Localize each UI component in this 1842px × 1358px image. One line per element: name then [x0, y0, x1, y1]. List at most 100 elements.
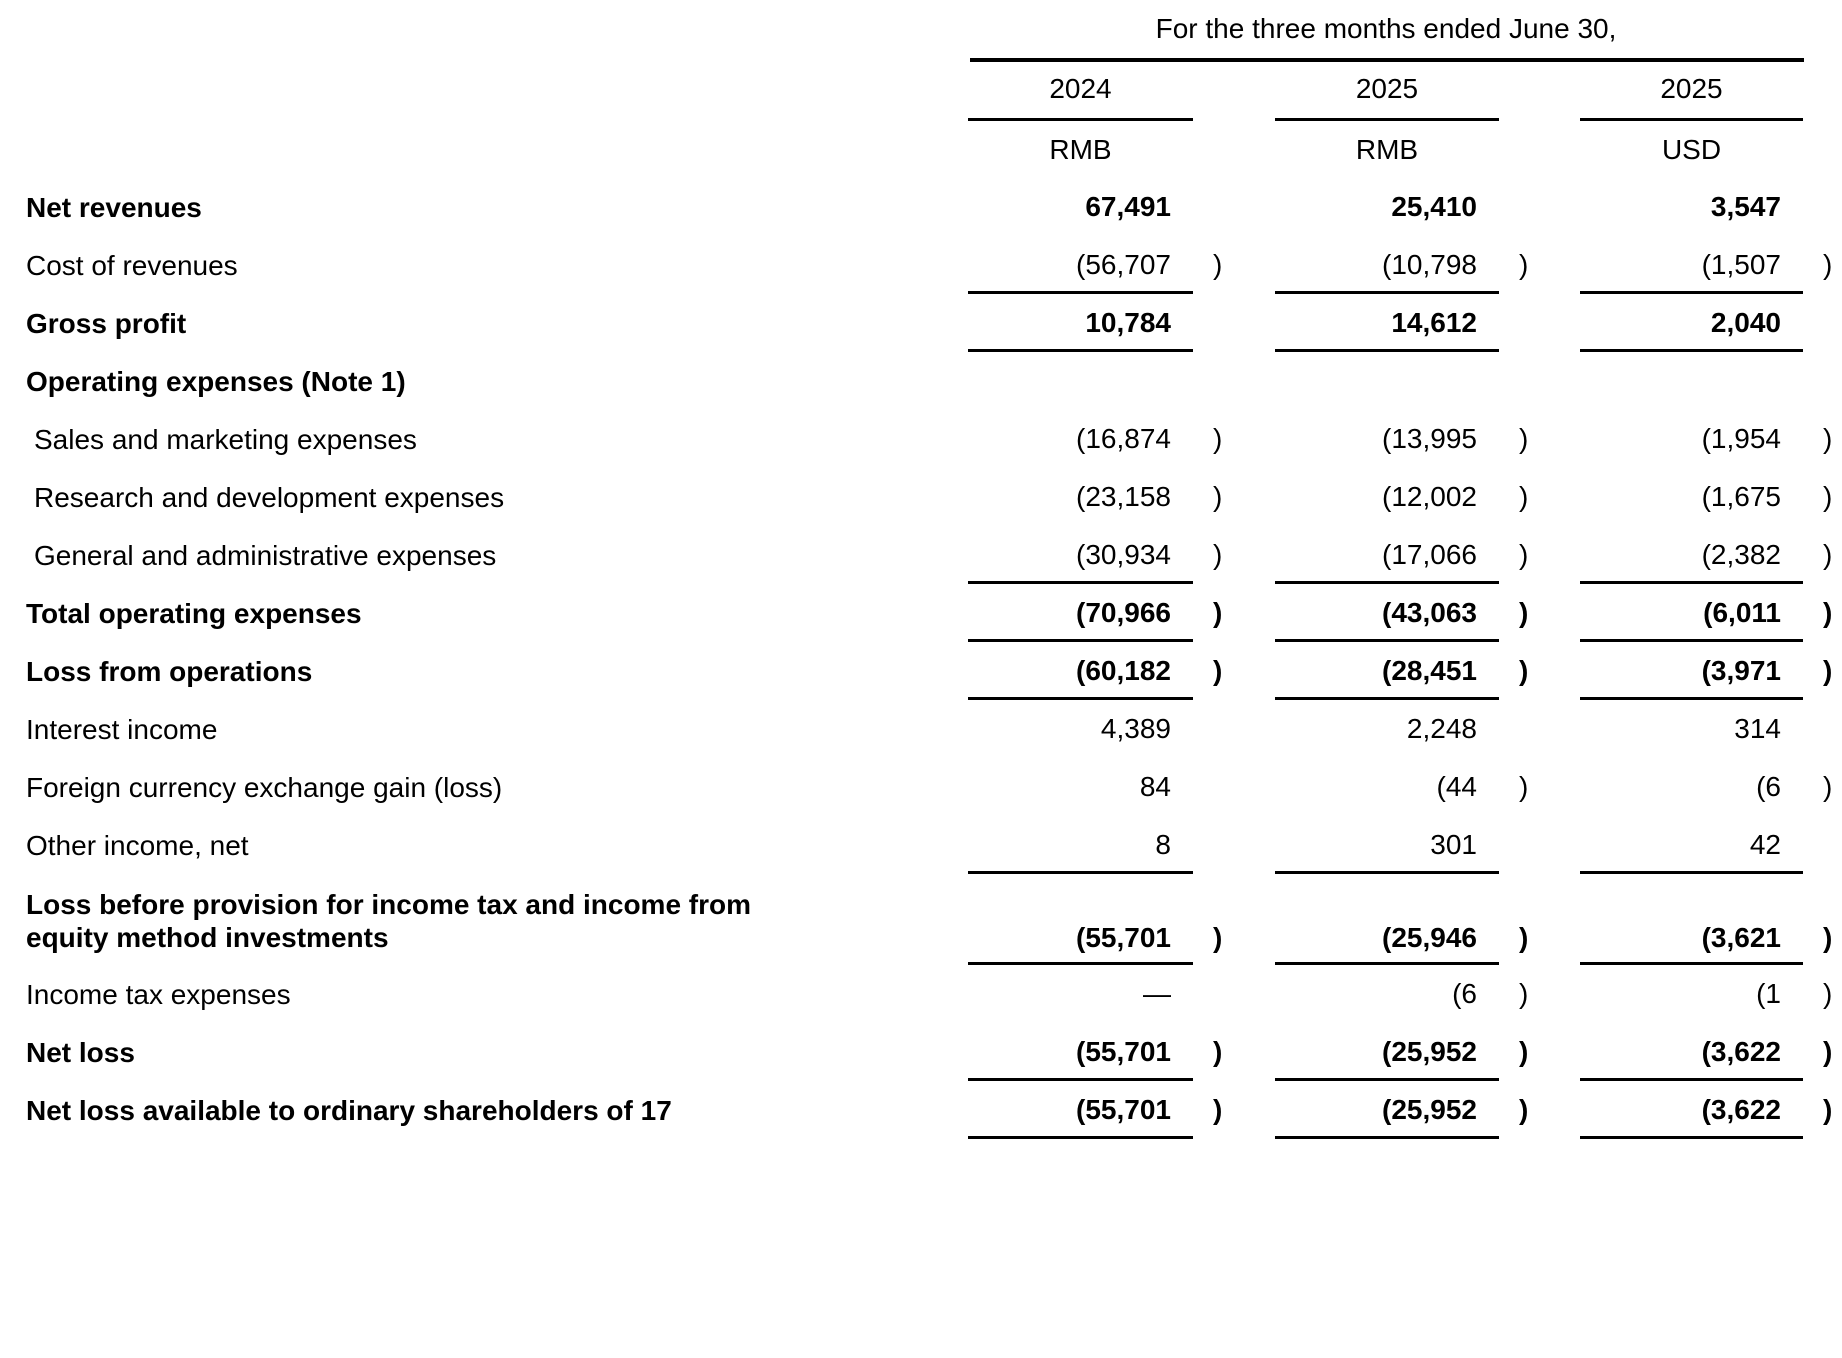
- paren-2025-usd: ): [1823, 655, 1833, 686]
- rule-col3: [1580, 962, 1803, 965]
- paren-2025-usd: ): [1823, 539, 1833, 570]
- table-row: Research and development expenses (23,15…: [0, 468, 1842, 526]
- table-row: Net revenues 67,491 25,410 3,547: [0, 178, 1842, 236]
- row-label: General and administrative expenses: [34, 539, 497, 571]
- paren-2024-rmb: ): [1213, 922, 1223, 953]
- rule-col1: [968, 1136, 1193, 1139]
- value-2025-rmb: (44: [1436, 771, 1477, 802]
- paren-2025-rmb: ): [1519, 978, 1529, 1009]
- value-2025-rmb: (28,451: [1382, 655, 1477, 686]
- paren-2024-rmb: ): [1213, 539, 1223, 570]
- paren-2025-rmb: ): [1519, 1094, 1529, 1125]
- value-2024-rmb: —: [1143, 978, 1171, 1009]
- rule-col1: [968, 639, 1193, 642]
- table-row: Net loss (55,701 ) (25,952 ) (3,622 ): [0, 1023, 1842, 1081]
- currency-header-col1: RMB: [1049, 133, 1112, 165]
- row-label-cell: Gross profit: [0, 307, 968, 340]
- row-label-cell: Net loss available to ordinary sharehold…: [0, 1094, 968, 1127]
- rule-col1: [968, 349, 1193, 352]
- period-title: For the three months ended June 30,: [1155, 13, 1617, 44]
- year-header-row: 2024 2025 2025: [0, 60, 1842, 118]
- paren-2025-rmb: ): [1519, 771, 1529, 802]
- value-2025-usd: (6: [1756, 771, 1781, 802]
- value-2025-rmb: 301: [1430, 829, 1477, 860]
- rule-col3: [1580, 1136, 1803, 1139]
- value-2024-rmb: (60,182: [1076, 655, 1171, 686]
- row-label: Income tax expenses: [26, 978, 291, 1010]
- value-2025-usd: (6,011: [1703, 597, 1781, 628]
- value-2025-usd: (3,971: [1701, 655, 1781, 686]
- rule-col1: [968, 871, 1193, 874]
- value-2024-rmb: 8: [1155, 829, 1171, 860]
- rule-col2: [1275, 697, 1499, 700]
- row-label: Other income, net: [26, 829, 249, 861]
- rule-col2: [1275, 349, 1499, 352]
- rule-col2: [1275, 962, 1499, 965]
- paren-2024-rmb: ): [1213, 249, 1223, 280]
- table-row: Loss from operations (60,182 ) (28,451 )…: [0, 642, 1842, 700]
- paren-2025-usd: ): [1823, 1036, 1833, 1067]
- paren-2024-rmb: ): [1213, 423, 1223, 454]
- value-2024-rmb: (16,874: [1076, 423, 1171, 454]
- row-label-cell: Total operating expenses: [0, 597, 968, 630]
- value-2025-usd: (2,382: [1701, 539, 1781, 570]
- table-row: Total operating expenses (70,966 ) (43,0…: [0, 584, 1842, 642]
- rule-col3: [1580, 639, 1803, 642]
- table-row: General and administrative expenses (30,…: [0, 526, 1842, 584]
- rule-col2: [1275, 1078, 1499, 1081]
- row-label: Operating expenses (Note 1): [26, 365, 406, 397]
- row-label: Gross profit: [26, 307, 187, 339]
- value-2025-rmb: 25,410: [1391, 191, 1477, 222]
- paren-2025-usd: ): [1823, 922, 1833, 953]
- row-label-cell: Loss from operations: [0, 655, 968, 688]
- rule-col1: [968, 291, 1193, 294]
- value-2025-rmb: (17,066: [1382, 539, 1477, 570]
- paren-2025-rmb: ): [1519, 423, 1529, 454]
- paren-2024-rmb: ): [1213, 655, 1223, 686]
- paren-2025-rmb: ): [1519, 539, 1529, 570]
- value-2025-usd: (1,954: [1701, 423, 1781, 454]
- row-label-cell: Net loss: [0, 1036, 968, 1069]
- value-2024-rmb: (56,707: [1076, 249, 1171, 280]
- row-label-cell: Foreign currency exchange gain (loss): [0, 771, 968, 804]
- table-body: Net revenues 67,491 25,410 3,547 Cost of…: [0, 178, 1842, 1139]
- rule-col1: [968, 962, 1193, 965]
- row-label-cell: Income tax expenses: [0, 978, 968, 1011]
- value-2025-rmb: 14,612: [1391, 307, 1477, 338]
- table-header: For the three months ended June 30, 2024…: [0, 0, 1842, 178]
- value-2025-usd: (3,622: [1701, 1094, 1781, 1125]
- row-label-cell: Loss before provision for income tax and…: [0, 888, 968, 965]
- row-label-cell: Operating expenses (Note 1): [0, 365, 968, 398]
- year-rule-col1: [968, 118, 1193, 121]
- table-row: Interest income 4,389 2,248 314: [0, 700, 1842, 758]
- value-2025-rmb: (6: [1452, 978, 1477, 1009]
- paren-2025-rmb: ): [1519, 597, 1529, 628]
- rule-col3: [1580, 581, 1803, 584]
- header-top-rule: [970, 58, 1804, 62]
- value-2025-rmb: (25,952: [1382, 1094, 1477, 1125]
- paren-2025-usd: ): [1823, 481, 1833, 512]
- value-2025-usd: 314: [1734, 713, 1781, 744]
- row-label: Net loss: [26, 1036, 135, 1068]
- row-label: Sales and marketing expenses: [34, 423, 417, 455]
- value-2024-rmb: 84: [1139, 771, 1171, 802]
- paren-2025-usd: ): [1823, 423, 1833, 454]
- rule-col2: [1275, 871, 1499, 874]
- table-row: Sales and marketing expenses (16,874 ) (…: [0, 410, 1842, 468]
- paren-2024-rmb: ): [1213, 597, 1223, 628]
- value-2024-rmb: 4,389: [1100, 713, 1171, 744]
- currency-header-row: RMB RMB USD: [0, 121, 1842, 178]
- paren-2024-rmb: ): [1213, 1094, 1223, 1125]
- rule-col1: [968, 1078, 1193, 1081]
- rule-col2: [1275, 639, 1499, 642]
- row-label-cell: General and administrative expenses: [0, 539, 968, 572]
- row-label: Foreign currency exchange gain (loss): [26, 771, 503, 803]
- value-2025-rmb: (13,995: [1382, 423, 1477, 454]
- value-2025-usd: (1: [1756, 978, 1781, 1009]
- paren-2025-usd: ): [1823, 978, 1833, 1009]
- value-2024-rmb: (55,701: [1076, 1094, 1171, 1125]
- year-rule-col2: [1275, 118, 1499, 121]
- paren-2025-rmb: ): [1519, 1036, 1529, 1067]
- rule-col2: [1275, 291, 1499, 294]
